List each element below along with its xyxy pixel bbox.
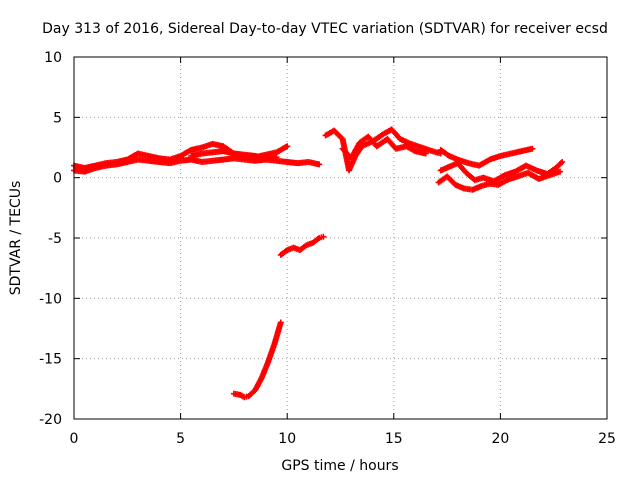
data-point (316, 161, 323, 168)
grid-layer (74, 57, 607, 419)
data-point (559, 158, 566, 165)
y-tick-label: -10 (39, 291, 62, 307)
series-end-band-a (437, 145, 536, 169)
y-tick-label: 0 (53, 171, 62, 187)
data-point (422, 150, 429, 157)
data-point (273, 154, 280, 161)
x-tick-label: 0 (70, 431, 79, 447)
chart-title: Day 313 of 2016, Sidereal Day-to-day VTE… (42, 21, 608, 37)
tick-layer: 0 5 10 15 20 25 -20 -15 -10 -5 0 5 10 (39, 50, 616, 447)
y-tick-label: 10 (44, 50, 62, 66)
series-main-band-b (71, 155, 323, 175)
y-tick-label: -15 (39, 352, 62, 368)
data-marks (71, 126, 566, 401)
x-tick-label: 5 (176, 431, 185, 447)
series-end-band-b (437, 158, 566, 185)
data-point (320, 233, 327, 240)
x-tick-label: 20 (491, 431, 509, 447)
data-point (277, 319, 284, 326)
x-tick-label: 10 (278, 431, 296, 447)
data-point (284, 143, 291, 150)
data-point (557, 168, 564, 175)
x-tick-label: 15 (385, 431, 403, 447)
y-tick-label: -5 (48, 231, 62, 247)
x-tick-label: 25 (598, 431, 616, 447)
y-tick-label: -20 (39, 412, 62, 428)
series-end-band-c (435, 168, 564, 193)
series-mid-segment-b (339, 133, 429, 162)
series-deep-dip (230, 319, 284, 401)
plot-frame (73, 56, 608, 420)
y-tick-label: 5 (53, 110, 62, 126)
x-axis-label: GPS time / hours (281, 458, 398, 474)
series-main-band-c (188, 148, 280, 162)
series-negative-mid-segment (277, 233, 327, 258)
data-point (529, 145, 536, 152)
y-axis-label: SDTVAR / TECUs (8, 181, 24, 296)
